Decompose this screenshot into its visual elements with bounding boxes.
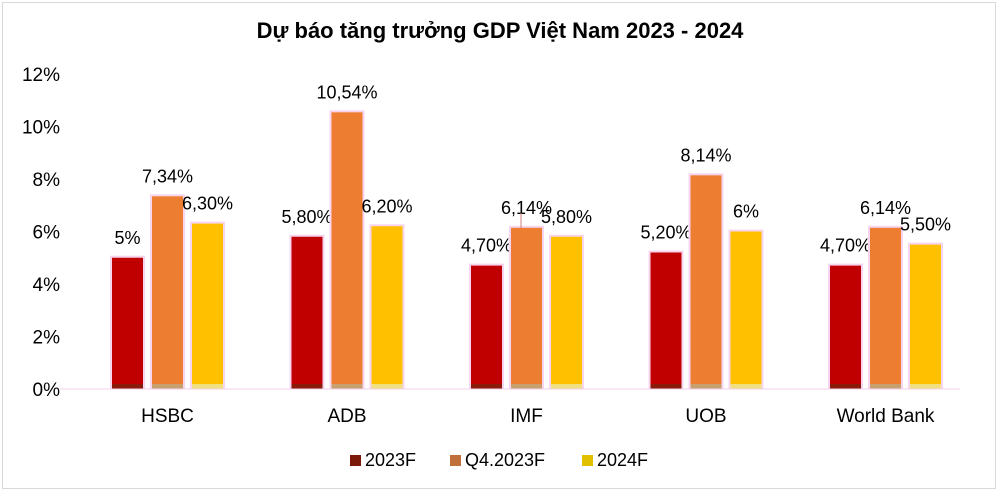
bar	[910, 244, 941, 389]
bar-base	[870, 384, 901, 389]
bar	[371, 226, 403, 389]
data-label: 6,14%	[860, 198, 911, 218]
bar-base	[192, 384, 223, 389]
bar	[291, 236, 323, 389]
bar-base	[152, 384, 183, 389]
bar-base	[291, 384, 323, 389]
data-label: 6,20%	[361, 196, 412, 216]
data-label: 8,14%	[680, 145, 731, 165]
bar-base	[471, 384, 502, 389]
legend-label: Q4.2023F	[465, 450, 545, 470]
bar	[192, 223, 223, 389]
y-axis: 0% 2% 4% 6% 8% 10% 12%	[22, 65, 60, 401]
x-axis: HSBC ADB IMF UOB World Bank	[60, 388, 960, 427]
data-label: 5,50%	[900, 215, 951, 235]
bar-base	[331, 384, 363, 389]
bar-base	[650, 384, 682, 389]
data-label: 4,70%	[820, 236, 871, 256]
legend-marker	[450, 455, 461, 466]
y-tick-label: 0%	[33, 380, 61, 401]
bar	[551, 236, 582, 389]
data-label: 7,34%	[142, 166, 193, 186]
y-tick-label: 6%	[33, 223, 61, 244]
category-label: UOB	[685, 406, 726, 427]
data-label: 6%	[733, 202, 759, 222]
bar	[511, 227, 542, 389]
y-tick-label: 12%	[22, 65, 60, 86]
bar-base	[112, 384, 143, 389]
bar	[870, 227, 901, 389]
bar	[650, 252, 682, 389]
category-label: World Bank	[837, 406, 935, 427]
bar-base	[830, 384, 861, 389]
bar	[690, 175, 722, 389]
category-label: IMF	[510, 406, 543, 427]
bar	[152, 196, 183, 389]
chart-title: Dự báo tăng trưởng GDP Việt Nam 2023 - 2…	[256, 18, 744, 43]
bar	[730, 231, 762, 389]
bar-base	[371, 384, 403, 389]
category-label: HSBC	[141, 406, 194, 427]
y-tick-label: 8%	[33, 170, 61, 191]
data-label: 6,30%	[182, 194, 233, 214]
bar-base	[690, 384, 722, 389]
data-label: 10,54%	[316, 82, 377, 102]
y-tick-label: 10%	[22, 118, 60, 139]
data-label: 6,14%	[501, 198, 552, 218]
bar	[112, 257, 143, 389]
bars: 5%7,34%6,30%5,80%10,54%6,20%4,70%6,14%5,…	[110, 82, 951, 389]
bar	[471, 265, 502, 389]
legend: 2023F Q4.2023F 2024F	[350, 450, 648, 470]
bar-base	[910, 384, 941, 389]
bar-base	[551, 384, 582, 389]
bar	[331, 112, 363, 389]
bar-base	[730, 384, 762, 389]
data-label: 5,80%	[281, 207, 332, 227]
y-tick-label: 4%	[33, 275, 61, 296]
bar	[830, 265, 861, 389]
legend-marker	[350, 455, 361, 466]
legend-label: 2024F	[597, 450, 648, 470]
category-label: ADB	[327, 406, 366, 427]
data-label: 5%	[114, 228, 140, 248]
y-tick-label: 2%	[33, 328, 61, 349]
data-label: 5,20%	[640, 223, 691, 243]
data-label: 5,80%	[541, 207, 592, 227]
bar-base	[511, 384, 542, 389]
legend-marker	[582, 455, 593, 466]
legend-label: 2023F	[365, 450, 416, 470]
data-label: 4,70%	[461, 236, 512, 256]
